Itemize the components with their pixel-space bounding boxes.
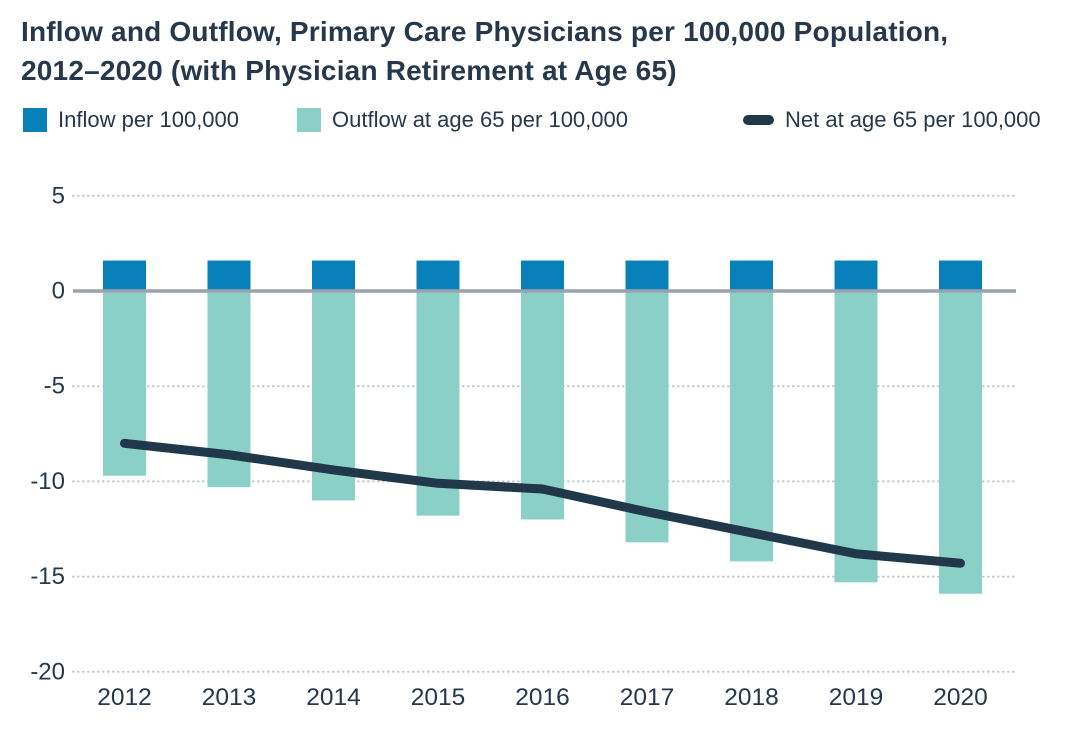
- x-tick-label-2020: 2020: [933, 684, 988, 711]
- y-tick-label-0: 0: [52, 278, 65, 305]
- inflow-legend-swatch: [23, 108, 47, 132]
- bar-outflow-2018: [730, 291, 773, 562]
- inflow-legend-label: Inflow per 100,000: [58, 107, 240, 132]
- net-line: [120, 438, 965, 568]
- net-legend-dash: [743, 115, 774, 125]
- bar-inflow-2014: [312, 260, 355, 291]
- legend-item-outflow: Outflow at age 65 per 100,000: [297, 104, 628, 136]
- bar-inflow-2015: [416, 260, 460, 291]
- x-tick-label-2014: 2014: [306, 684, 361, 711]
- bar-outflow-2020: [939, 291, 982, 594]
- bar-inflow-2019: [834, 260, 878, 291]
- y-tick-label--5: -5: [44, 373, 65, 400]
- net-legend-label: Net at age 65 per 100,000: [785, 107, 1041, 132]
- x-tick-label-2012: 2012: [97, 684, 152, 711]
- chart-title: Inflow and Outflow, Primary Care Physici…: [21, 12, 948, 90]
- legend: Inflow per 100,000 Outflow at age 65 per…: [0, 104, 1092, 136]
- bar-inflow-2017: [625, 260, 669, 291]
- bar-inflow-2013: [207, 260, 251, 291]
- y-tick-label--15: -15: [30, 563, 65, 590]
- bar-outflow-2017: [625, 291, 669, 543]
- bar-outflow-2019: [834, 291, 878, 583]
- bar-outflow-2016: [521, 291, 564, 520]
- chart-title-line1: Inflow and Outflow, Primary Care Physici…: [21, 16, 949, 47]
- chart-title-line2: 2012–2020 (with Physician Retirement at …: [21, 55, 677, 86]
- bar-inflow-2020: [939, 260, 982, 291]
- x-tick-label-2016: 2016: [515, 684, 570, 711]
- y-tick-label--10: -10: [30, 468, 65, 495]
- y-tick-label-5: 5: [52, 182, 65, 209]
- x-tick-label-2019: 2019: [829, 684, 884, 711]
- bar-inflow-2018: [730, 260, 773, 291]
- legend-item-net: Net at age 65 per 100,000: [743, 104, 1041, 136]
- bar-inflow-2012: [103, 260, 146, 291]
- y-tick-label--20: -20: [30, 658, 65, 685]
- outflow-legend-swatch: [297, 108, 321, 132]
- x-tick-label-2018: 2018: [724, 684, 779, 711]
- legend-item-inflow: Inflow per 100,000: [23, 104, 239, 136]
- x-tick-label-2017: 2017: [620, 684, 675, 711]
- outflow-legend-label: Outflow at age 65 per 100,000: [332, 107, 628, 132]
- x-tick-label-2013: 2013: [202, 684, 257, 711]
- bar-inflow-2016: [521, 260, 564, 291]
- x-tick-label-2015: 2015: [411, 684, 466, 711]
